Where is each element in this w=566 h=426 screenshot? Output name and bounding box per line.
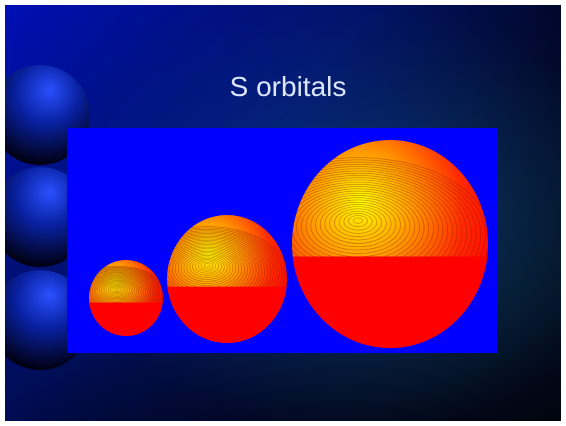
page: S orbitals (() => { const data = JSON.pa… xyxy=(0,0,566,426)
slide-title: S orbitals xyxy=(230,71,347,102)
slide: S orbitals xyxy=(0,0,566,426)
